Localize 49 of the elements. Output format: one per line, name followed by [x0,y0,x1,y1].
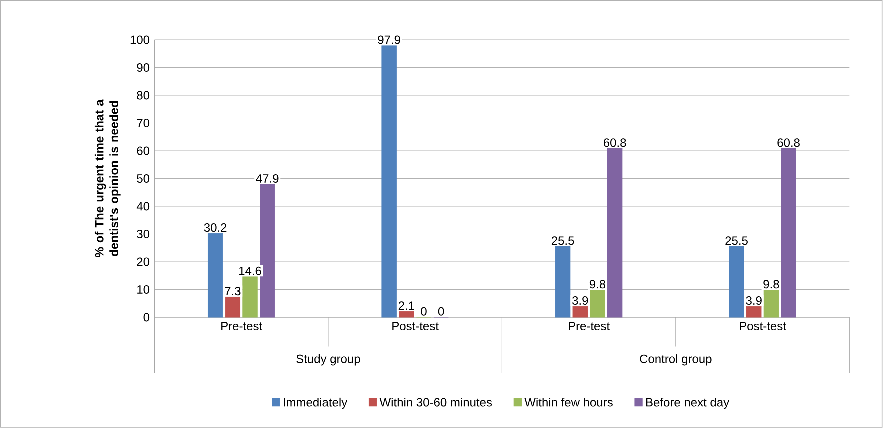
bar [729,246,744,318]
data-label: 60.8 [778,138,800,148]
bar [208,233,224,318]
bar [607,148,623,318]
data-label: 7.3 [225,287,241,296]
bar [781,148,796,318]
y-tick-label: 70 [137,118,150,128]
data-label: 30.2 [204,223,227,232]
y-tick-label: 10 [138,285,150,294]
bar [590,290,606,318]
y-tick-label: 50 [137,174,150,183]
data-label: 0 [438,307,444,316]
y-axis-title: % of The urgent time that a dentist's opinion is needed [94,100,121,258]
y-tick-label: 40 [136,202,150,211]
bar [746,306,762,318]
x-tick-label: Pre-test [222,322,263,330]
y-tick-label: 60 [137,146,150,156]
data-label: 3.9 [572,296,588,305]
legend-label: Within 30-60 minutes [380,398,492,407]
data-label: 14.6 [240,266,262,276]
data-label: 3.9 [746,296,762,305]
data-label: 0 [421,307,427,316]
data-label: 9.8 [764,280,780,289]
y-tick-label: 90 [137,63,150,72]
bar [555,246,571,318]
legend-label: Immediately [284,398,348,410]
y-tick-label: 30 [137,230,150,238]
bar [225,296,241,318]
legend-label: Within few hours [524,398,613,407]
data-label: 60.8 [604,138,626,148]
y-tick-label: 0 [144,313,150,322]
data-label: 25.5 [726,236,748,246]
x-tick-label: Post-test [392,322,439,330]
x-tick-label: Pre-test [569,322,610,330]
bar [572,306,588,318]
data-label: 25.5 [552,236,574,246]
bar [764,290,780,318]
y-tick-label: 80 [137,91,150,100]
bar [399,311,414,318]
data-label: 2.1 [398,302,414,310]
data-label: 97.9 [378,36,400,44]
x-tick-label: Post-test [740,322,786,330]
data-label: 9.8 [590,280,606,289]
text: Control group [640,354,712,366]
data-label: 47.9 [256,174,279,183]
y-tick-label: 100 [130,36,150,44]
y-tick-label: 20 [137,258,150,266]
legend-label: Before next day [646,398,730,410]
text: Study group [296,354,360,366]
